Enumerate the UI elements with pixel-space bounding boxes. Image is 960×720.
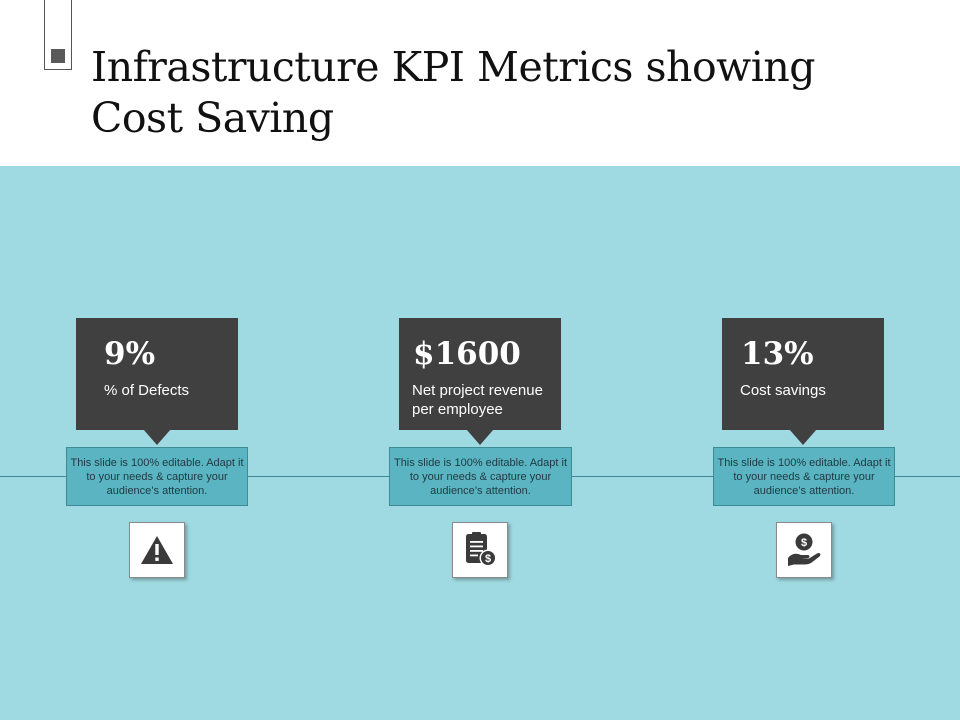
note-box: This slide is 100% editable. Adapt it to… bbox=[713, 447, 895, 506]
page-title: Infrastructure KPI Metrics showing Cost … bbox=[91, 43, 815, 142]
logo-mark bbox=[44, 0, 72, 70]
warning-icon bbox=[141, 536, 173, 564]
kpi-label: Cost savings bbox=[740, 382, 826, 399]
kpi-pointer bbox=[466, 429, 494, 445]
svg-text:$: $ bbox=[485, 553, 491, 565]
revenue-icon-box: $ bbox=[452, 522, 508, 578]
hand-coin-icon: $ bbox=[788, 533, 821, 566]
kpi-card-cost-savings: 13% Cost savings bbox=[722, 318, 884, 445]
kpi-pointer bbox=[143, 429, 171, 445]
svg-text:$: $ bbox=[801, 537, 807, 549]
kpi-label: Net project revenue per employee bbox=[412, 382, 543, 418]
kpi-value: 9% bbox=[104, 336, 156, 372]
kpi-value: 13% bbox=[741, 336, 814, 372]
warning-icon-box bbox=[129, 522, 185, 578]
kpi-card-revenue: $1600 Net project revenue per employee bbox=[399, 318, 561, 445]
kpi-value: $1600 bbox=[413, 336, 521, 372]
note-box: This slide is 100% editable. Adapt it to… bbox=[389, 447, 572, 506]
kpi-card-defects: 9% % of Defects bbox=[76, 318, 238, 445]
note-box: This slide is 100% editable. Adapt it to… bbox=[66, 447, 248, 506]
slide-header: Infrastructure KPI Metrics showing Cost … bbox=[0, 0, 960, 166]
hand-coin-icon-box: $ bbox=[776, 522, 832, 578]
kpi-pointer bbox=[789, 429, 817, 445]
revenue-document-icon: $ bbox=[466, 532, 497, 567]
kpi-label: % of Defects bbox=[104, 382, 190, 399]
